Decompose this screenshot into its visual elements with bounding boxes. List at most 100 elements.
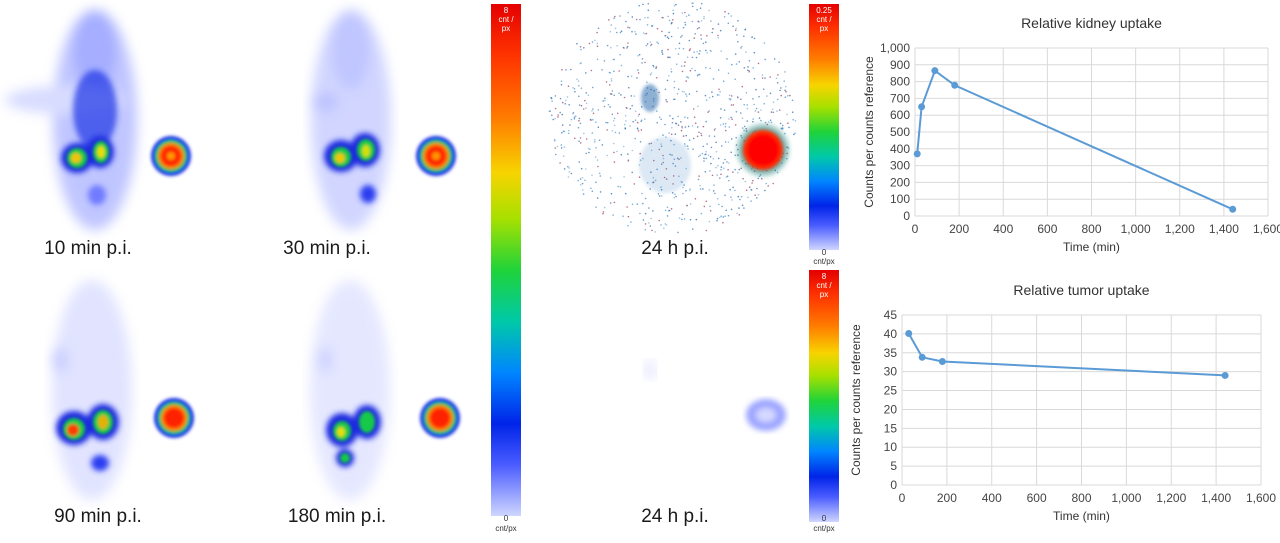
noise-dot: [664, 35, 666, 37]
noise-dot: [668, 31, 670, 34]
colorbar-right-top-unit2: px: [819, 24, 829, 33]
noise-dot: [559, 111, 561, 114]
y-tick-label: 400: [890, 142, 910, 156]
noise-dot: [699, 154, 701, 156]
noise-dot: [608, 84, 611, 86]
noise-dot: [623, 47, 625, 49]
noise-dot: [647, 16, 649, 19]
noise-dot: [561, 101, 564, 104]
noise-dot: [668, 75, 670, 77]
kidney-uptake-chart: Relative kidney uptake 0 100 200 300 400 500 60…: [845, 0, 1280, 265]
noise-dot: [696, 135, 699, 138]
noise-dot: [587, 147, 590, 150]
scan-24h-scaled-label: 24 h p.i.: [641, 238, 709, 259]
noise-dot: [738, 60, 741, 63]
noise-dot: [644, 118, 646, 120]
noise-dot: [700, 132, 702, 135]
noise-dot: [698, 155, 700, 158]
noise-dot: [649, 225, 652, 227]
noise-dot: [639, 212, 641, 215]
noise-dot: [594, 39, 596, 42]
noise-dot: [689, 48, 691, 50]
noise-dot: [705, 66, 707, 69]
noise-dot: [757, 177, 759, 180]
noise-dot: [716, 94, 719, 96]
noise-dot: [700, 134, 703, 137]
noise-dot: [606, 154, 608, 157]
noise-dot: [696, 74, 699, 77]
noise-dot: [665, 224, 668, 226]
noise-dot: [752, 179, 754, 182]
noise-dot: [703, 15, 705, 18]
noise-dot: [589, 118, 592, 121]
noise-dot: [655, 67, 657, 69]
noise-dot: [605, 81, 608, 83]
noise-dot: [568, 104, 570, 106]
kidney-uptake-chart-svg: Relative kidney uptake 0 100 200 300 400 500 60…: [862, 15, 1280, 254]
noise-dot: [604, 97, 606, 99]
noise-dot: [767, 185, 769, 187]
noise-dot: [752, 67, 754, 69]
x-tick-label: 1,400: [1201, 491, 1231, 505]
noise-dot: [735, 144, 738, 146]
noise-dot: [570, 118, 573, 121]
noise-dot: [625, 107, 628, 109]
noise-dot: [627, 160, 630, 162]
x-tick-label: 600: [1027, 491, 1047, 505]
noise-dot: [592, 112, 595, 115]
noise-dot: [610, 192, 613, 195]
scan-30min: 30 min p.i.: [245, 0, 490, 268]
data-point: [1221, 371, 1229, 379]
noise-dot: [727, 169, 729, 171]
noise-dot: [625, 120, 627, 122]
noise-dot: [780, 127, 783, 130]
noise-dot: [717, 69, 720, 71]
noise-dot: [591, 174, 593, 177]
noise-dot: [640, 129, 643, 131]
noise-dot: [689, 218, 692, 221]
noise-dot: [763, 102, 765, 105]
noise-dot: [639, 152, 641, 155]
noise-dot: [696, 51, 698, 53]
noise-dot: [658, 9, 660, 12]
noise-dot: [729, 188, 731, 191]
noise-dot: [598, 172, 601, 175]
noise-dot: [784, 89, 786, 92]
noise-dot: [741, 204, 744, 207]
noise-dot: [724, 194, 726, 196]
noise-dot: [649, 188, 651, 190]
noise-dot: [579, 178, 582, 180]
noise-dot: [628, 86, 630, 89]
noise-dot: [791, 111, 794, 113]
noise-dot: [747, 66, 749, 68]
noise-dot: [709, 205, 711, 208]
noise-dot: [622, 215, 624, 217]
noise-dot: [716, 174, 718, 176]
noise-dot: [578, 104, 581, 106]
noise-dot: [634, 30, 636, 33]
noise-dot: [743, 67, 746, 69]
noise-dot: [776, 171, 779, 174]
noise-dot: [772, 101, 775, 103]
noise-dot: [685, 93, 687, 95]
noise-dot: [739, 198, 741, 201]
noise-dot: [731, 118, 733, 120]
noise-dot: [698, 53, 700, 55]
data-point: [951, 81, 959, 89]
noise-dot: [712, 78, 715, 80]
noise-dot: [557, 116, 559, 118]
noise-dot: [652, 210, 654, 212]
noise-dot: [560, 80, 563, 82]
noise-dot: [724, 125, 727, 128]
noise-dot: [695, 218, 698, 221]
noise-dot: [599, 175, 602, 177]
noise-dot: [734, 168, 736, 171]
noise-dot: [743, 207, 745, 209]
noise-dot: [620, 30, 623, 32]
noise-dot: [722, 123, 725, 125]
noise-dot: [618, 70, 620, 72]
data-point: [918, 103, 926, 111]
noise-dot: [696, 9, 698, 11]
noise-dot: [776, 110, 778, 112]
scan-90min: 90 min p.i.: [0, 270, 245, 538]
